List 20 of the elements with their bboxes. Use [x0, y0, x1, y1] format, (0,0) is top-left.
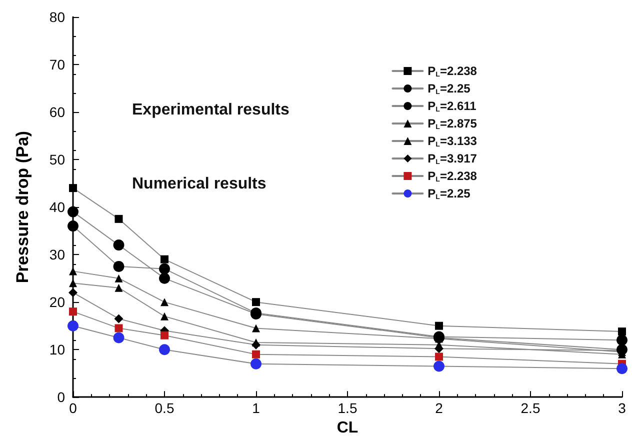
- y-tick-label: 70: [49, 56, 66, 73]
- x-tick-label: 2: [435, 400, 444, 416]
- x-tick-label: 0: [69, 400, 78, 416]
- y-tick-label: 30: [49, 246, 66, 263]
- x-tick-label: 3: [618, 400, 626, 416]
- y-tick-label: 60: [49, 104, 66, 120]
- x-tick-label: 0.5: [154, 400, 174, 416]
- annotation: Numerical results: [132, 176, 266, 192]
- y-tick-label: 20: [49, 294, 66, 310]
- x-tick-label: 1.5: [338, 400, 358, 416]
- annotation: Experimental results: [132, 102, 290, 118]
- x-tick-label: 1: [252, 400, 260, 416]
- y-axis-title: Pressure drop (Pa): [13, 130, 32, 284]
- y-tick-label: 0: [57, 389, 66, 406]
- x-axis-title: CL: [336, 420, 358, 436]
- x-tick-label: 2.5: [520, 400, 540, 416]
- y-tick-label: 80: [49, 9, 66, 25]
- y-tick-label: 50: [49, 152, 66, 168]
- y-tick-label: 40: [49, 199, 66, 216]
- y-tick-label: 10: [49, 342, 66, 358]
